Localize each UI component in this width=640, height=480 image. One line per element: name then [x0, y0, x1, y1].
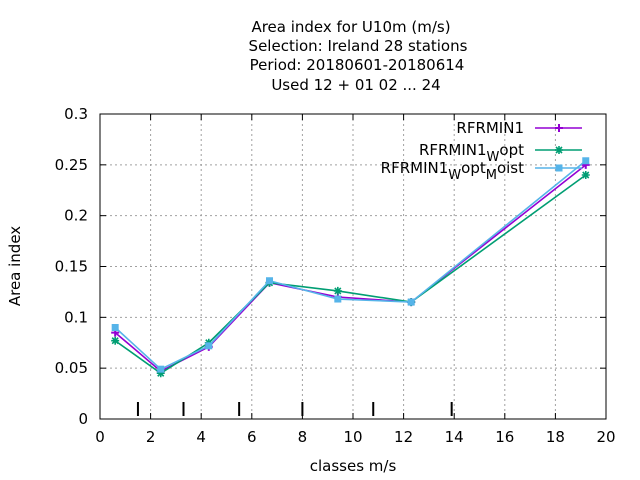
chart-title: Area index for U10m (m/s) Selection: Ire… [249, 18, 468, 94]
legend-marker [555, 164, 563, 172]
star-marker-shape [555, 146, 563, 154]
y-tick-label: 0 [78, 410, 88, 428]
box-marker-shape [407, 298, 415, 306]
series-line [114, 164, 587, 373]
x-tick-label: 14 [445, 428, 464, 446]
legend-label-part: oist [497, 159, 524, 177]
box-marker-shape [157, 365, 165, 373]
star-marker-shape [581, 171, 590, 179]
series-1 [111, 160, 590, 376]
x-tick-label: 0 [95, 428, 105, 446]
x-axis-label: classes m/s [310, 457, 397, 475]
box-marker-shape [111, 324, 119, 331]
data-point [581, 171, 590, 179]
star-marker-shape [156, 369, 165, 378]
data-point [582, 157, 590, 165]
x-tick-label: 6 [247, 428, 257, 446]
star-marker-shape [111, 336, 120, 345]
x-tick-label: 10 [343, 428, 362, 446]
data-point [111, 336, 120, 345]
y-tick-label: 0.15 [55, 258, 88, 276]
legend-label-part: RFRMIN1 [456, 119, 524, 137]
legend-label-part: W [487, 150, 500, 165]
series-line [114, 160, 587, 371]
legend-label-part: M [486, 168, 497, 183]
y-tick-label: 0.2 [64, 207, 88, 225]
x-tick-label: 8 [298, 428, 308, 446]
y-tick-label: 0.3 [64, 105, 88, 123]
box-marker-shape [334, 295, 342, 303]
legend-label-part: RFRMIN1 [419, 141, 487, 159]
legend-label: RFRMIN1WoptMoist [381, 159, 524, 183]
legend-label-part: W [448, 168, 461, 183]
data-point [205, 342, 213, 350]
star-marker-shape [333, 286, 342, 295]
x-tick-label: 20 [596, 428, 615, 446]
class-boundary-marks [136, 402, 453, 416]
x-tick-label: 4 [196, 428, 206, 446]
x-tick-label: 2 [146, 428, 156, 446]
title-line-2: Selection: Ireland 28 stations [249, 37, 468, 55]
legend-item-2: RFRMIN1Wopt [419, 141, 582, 165]
data-point [334, 295, 342, 303]
y-tick-label: 0.1 [64, 308, 88, 326]
axes: 0 2 4 6 8 10 12 14 16 18 20 0 0.05 0.1 0.15 0.2 0.25 0.3 [55, 105, 616, 446]
title-line-1: Area index for U10m (m/s) [251, 18, 450, 36]
series-layer [111, 157, 590, 378]
box-marker-shape [555, 164, 563, 172]
plus-marker-shape [555, 124, 563, 132]
data-point [333, 286, 342, 295]
y-tick-label: 0.25 [55, 156, 88, 174]
title-line-3: Period: 20180601-20180614 [250, 56, 465, 74]
legend-label-part: RFRMIN1 [381, 159, 449, 177]
data-point [157, 365, 165, 373]
legend-label-part: opt [461, 159, 486, 177]
legend-item-1: RFRMIN1 [456, 119, 582, 137]
y-tick-label: 0.05 [55, 359, 88, 377]
y-axis-label: Area index [6, 226, 24, 306]
series-3 [111, 157, 590, 373]
legend-label: RFRMIN1 [456, 119, 524, 137]
data-point [111, 324, 119, 331]
series-line [114, 174, 587, 375]
legend-marker [555, 124, 563, 132]
series-2 [111, 171, 590, 378]
grid-lines [100, 114, 606, 419]
box-marker-shape [205, 342, 213, 350]
legend-marker [555, 146, 563, 154]
box-marker-shape [582, 157, 590, 165]
box-marker-shape [266, 277, 274, 285]
data-point [407, 298, 415, 306]
legend-label: RFRMIN1Wopt [419, 141, 524, 165]
legend-item-3: RFRMIN1WoptMoist [381, 159, 582, 183]
data-point [266, 277, 274, 285]
title-line-4: Used 12 + 01 02 ... 24 [271, 76, 440, 94]
x-tick-label: 12 [394, 428, 413, 446]
data-point [156, 369, 165, 378]
x-tick-label: 16 [495, 428, 514, 446]
x-tick-label: 18 [546, 428, 565, 446]
legend-label-part: opt [499, 141, 524, 159]
